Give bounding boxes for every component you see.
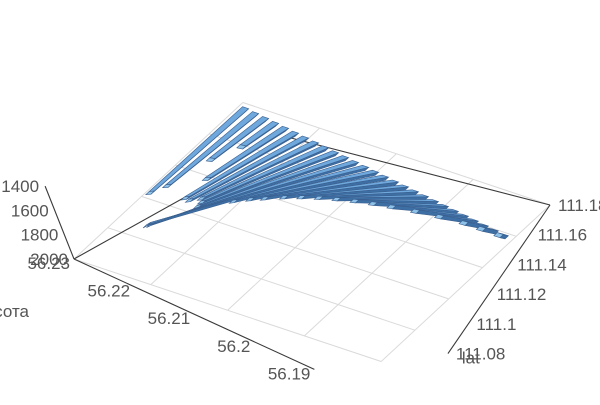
- svg-text:56.22: 56.22: [88, 282, 131, 301]
- svg-text:1800: 1800: [21, 226, 59, 245]
- svg-text:1400: 1400: [1, 177, 39, 196]
- svg-text:111.1: 111.1: [476, 315, 516, 334]
- svg-text:111.16: 111.16: [538, 226, 587, 245]
- svg-text:111.12: 111.12: [497, 285, 546, 304]
- svg-text:56.19: 56.19: [268, 364, 311, 383]
- svg-text:56.23: 56.23: [27, 254, 70, 273]
- svg-text:lat: lat: [462, 349, 480, 368]
- svg-text:56.21: 56.21: [148, 309, 191, 328]
- svg-text:1600: 1600: [11, 201, 49, 220]
- svg-text:высота: высота: [0, 302, 30, 321]
- svg-text:111.18: 111.18: [558, 196, 600, 215]
- svg-text:56.2: 56.2: [217, 337, 250, 356]
- svg-text:111.14: 111.14: [517, 255, 566, 274]
